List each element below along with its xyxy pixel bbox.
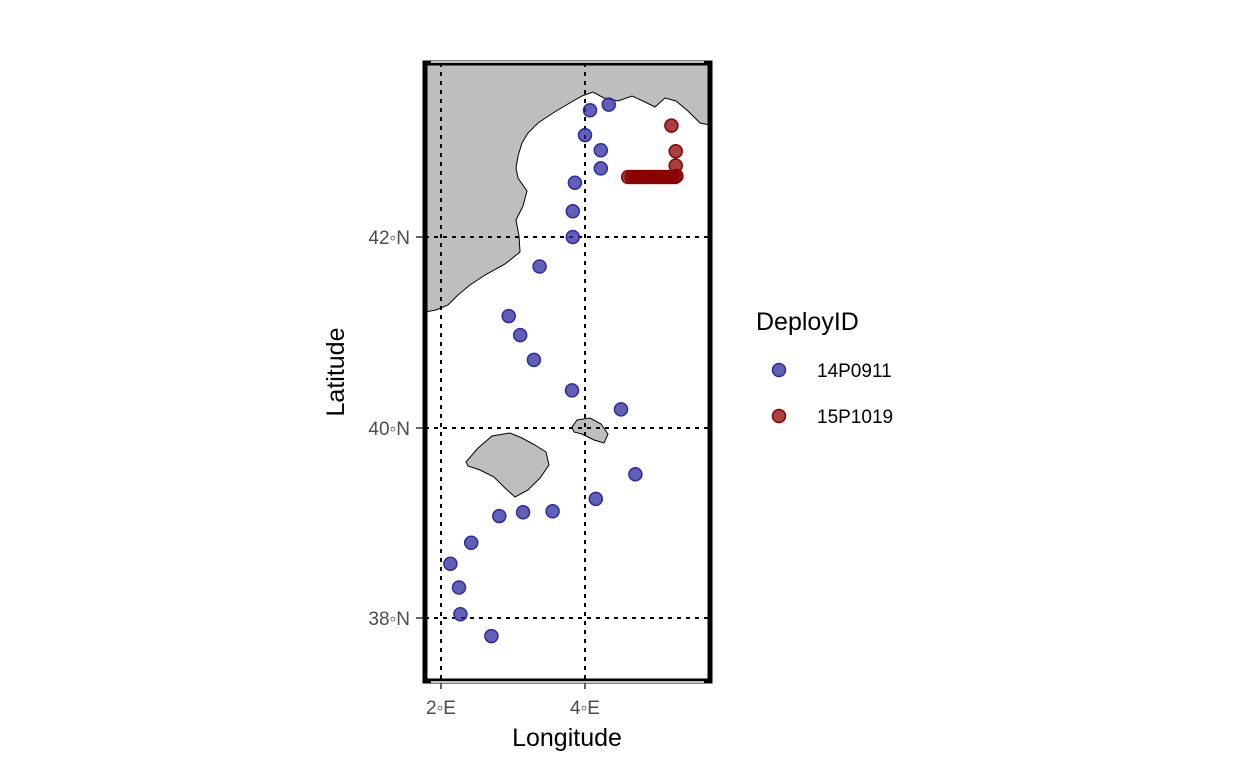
data-point-14P0911-16	[545, 504, 560, 519]
y-tick-label-42: 42◦N	[368, 228, 410, 249]
map-panel	[425, 63, 710, 681]
legend: DeployID 14P0911 15P1019	[756, 308, 893, 428]
legend-label-15P1019: 15P1019	[817, 407, 893, 428]
data-point-14P0911-21	[451, 580, 467, 595]
data-point-14P0911-3	[593, 143, 609, 158]
mallorca-island	[465, 432, 550, 498]
data-point-14P0911-14	[628, 466, 643, 482]
y-axis-title: Latitude	[322, 328, 350, 417]
data-point-14P0911-2	[577, 127, 593, 143]
data-point-14P0911-4	[593, 161, 609, 176]
x-tick-label-4: 4◦E	[570, 698, 600, 719]
data-point-14P0911-10	[512, 327, 528, 343]
data-point-14P0911-1	[601, 97, 617, 112]
y-tick-label-40: 40◦N	[368, 419, 410, 440]
data-point-14P0911-6	[565, 204, 581, 219]
data-point-14P0911-17	[515, 505, 531, 520]
axis-ticks	[416, 236, 586, 689]
data-point-14P0911-12	[564, 383, 580, 398]
data-point-15P1019-1	[668, 144, 683, 159]
data-point-14P0911-20	[443, 556, 458, 571]
data-point-14P0911-5	[567, 175, 583, 190]
data-point-14P0911-19	[463, 535, 479, 551]
data-point-14P0911-23	[484, 628, 499, 644]
data-point-14P0911-9	[501, 308, 516, 324]
data-point-14P0911-13	[613, 402, 629, 417]
data-point-14P0911-8	[532, 259, 547, 274]
data-point-14P0911-18	[492, 508, 507, 524]
map-border	[422, 60, 713, 684]
points-layer	[443, 97, 684, 644]
data-point-14P0911-7	[565, 229, 581, 245]
legend-key-14P0911	[771, 362, 787, 378]
data-point-15P1019-0	[664, 118, 679, 133]
data-point-14P0911-11	[526, 352, 542, 368]
legend-key-15P1019	[771, 408, 787, 424]
data-point-14P0911-0	[582, 103, 598, 118]
data-point-14P0911-22	[453, 606, 468, 622]
graticule	[425, 63, 710, 681]
legend-title: DeployID	[756, 308, 859, 336]
menorca-island	[571, 417, 609, 444]
legend-label-14P0911: 14P0911	[817, 361, 892, 382]
x-axis-title: Longitude	[512, 724, 622, 752]
y-tick-label-38: 38◦N	[368, 609, 410, 630]
data-point-15P1019-17	[669, 168, 684, 184]
mainland-land	[425, 63, 710, 313]
data-point-14P0911-15	[588, 491, 604, 507]
x-tick-label-2: 2◦E	[426, 698, 456, 719]
map-border-inner	[431, 61, 704, 683]
